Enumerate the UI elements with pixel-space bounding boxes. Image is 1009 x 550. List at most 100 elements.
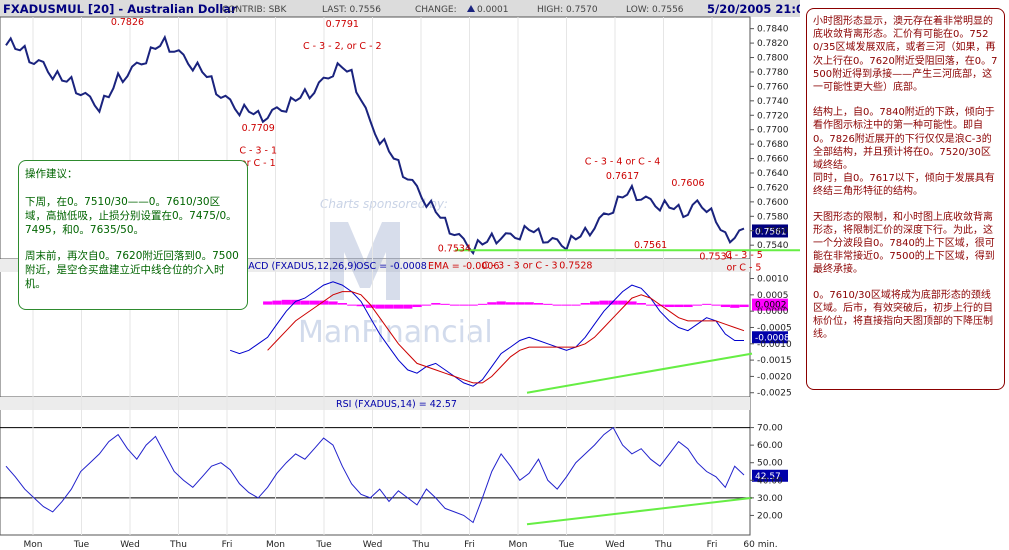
- price-tick-label: 0.7740: [757, 97, 789, 107]
- x-axis-label: Fri: [464, 540, 475, 550]
- x-axis-label: Tue: [315, 540, 332, 550]
- price-annotation: C - 3 - 2, or C - 2: [303, 41, 382, 52]
- macd-title: MACD (FXADUS,12,26,9): [240, 261, 357, 272]
- x-axis-label: Thu: [169, 540, 187, 550]
- macd-value-badge: [752, 331, 788, 344]
- price-annotation: 0.7709: [242, 123, 275, 134]
- macd-histogram-bar: [309, 300, 319, 305]
- header-high: HIGH: 0.7570: [537, 5, 598, 15]
- price-annotation: 0.7528: [559, 260, 592, 271]
- rsi-tick-label: 30.00: [757, 494, 783, 504]
- x-axis-label: Mon: [24, 540, 43, 550]
- price-tick-label: 0.7800: [757, 54, 789, 64]
- macd-histogram-bar: [646, 304, 656, 306]
- analysis-paragraph-1: 小时图形态显示，澳元存在着非常明显的底收敛背离形态。汇价有可能在0。7520/3…: [813, 16, 998, 94]
- macd-histogram-bar: [291, 299, 301, 305]
- macd-histogram-bar: [477, 303, 488, 305]
- advice-paragraph-1: 下周，在0。7510/30——0。7610/30区域，高抛低吸，止损分别设置在0…: [25, 196, 237, 236]
- macd-histogram-bar: [421, 304, 432, 306]
- macd-histogram-bar: [263, 301, 273, 305]
- macd-histogram-bar: [730, 304, 740, 308]
- advice-title: 操作建议：: [25, 168, 78, 180]
- macd-histogram-bar: [608, 300, 618, 305]
- header-change-label: CHANGE:: [415, 5, 457, 15]
- price-tick-label: 0.7820: [757, 39, 789, 49]
- header-low: LOW: 0.7556: [626, 5, 684, 15]
- header-bar: [0, 0, 800, 17]
- price-tick-label: 0.7700: [757, 126, 789, 136]
- macd-histogram-bar: [599, 300, 609, 305]
- macd-histogram-bar: [720, 304, 731, 308]
- macd-histogram-bar: [515, 302, 525, 305]
- price-last-value: 0.7561: [755, 227, 787, 237]
- rsi-value-badge: [752, 469, 788, 482]
- analysis-box: 小时图形态显示，澳元存在着非常明显的底收敛背离形态。汇价有可能在0。7520/3…: [806, 8, 1005, 390]
- macd-tick-label: 0.0005: [757, 291, 789, 301]
- x-axis-label: Wed: [605, 540, 625, 550]
- macd-histogram-bar: [375, 304, 385, 309]
- price-annotation: 0.7826: [111, 17, 144, 28]
- watermark-logo-icon: [330, 222, 400, 300]
- macd-osc-label: OSC = -0.0008: [356, 261, 427, 272]
- price-tick-label: 0.7580: [757, 212, 789, 222]
- x-axis-label: Mon: [509, 540, 528, 550]
- macd-divergence-trendline: [526, 352, 753, 394]
- macd-histogram-bar: [543, 303, 553, 305]
- macd-series: 0.0002 -0.0008: [230, 281, 790, 387]
- header-contrib: CONTRIB: SBK: [222, 5, 287, 15]
- macd-histogram-bar: [636, 303, 646, 305]
- trend-lines: [455, 249, 800, 526]
- price-tick-label: 0.7720: [757, 111, 789, 121]
- rsi-panel-frame: [0, 396, 751, 536]
- macd-histogram-bar: [300, 300, 310, 305]
- price-annotation: 0.7534: [699, 252, 732, 263]
- macd-tick-label: -0.0015: [757, 356, 792, 366]
- advice-paragraph-2: 周末前，再次自0。7620附近回落到0。7500附近，是空仓买盘建立近中线仓位的…: [25, 250, 239, 290]
- analysis-paragraph-2: 结构上，自0。7840附近的下跌，倾向于看作图示标注中的第一种可能性。即自0。7…: [813, 107, 995, 172]
- price-annotation: C - 3 - 1: [239, 146, 277, 157]
- x-axis-label: Wed: [120, 540, 140, 550]
- rsi-tick-label: 50.00: [757, 459, 783, 469]
- macd-histogram-bar: [524, 302, 534, 305]
- macd-histogram-bar: [337, 303, 348, 305]
- x-axis-label: 60 min.: [743, 540, 777, 550]
- macd-histogram-bar: [664, 304, 674, 308]
- macd-histogram-bar: [440, 303, 450, 305]
- macd-ema-label: EMA = -0.0006: [428, 261, 499, 272]
- macd-line: [230, 281, 744, 387]
- macd-tick-label: -0.0005: [757, 323, 792, 333]
- price-tick-label: 0.7540: [757, 241, 789, 251]
- analysis-paragraph-3: 同时，自0。7617以下，倾向于发展具有终结三角形特征的结构。: [813, 173, 995, 198]
- rsi-tick-label: 60.00: [757, 441, 783, 451]
- watermark-sponsor-text: Charts sponsored by:: [320, 197, 448, 211]
- price-annotation: 0.7606: [671, 178, 704, 189]
- macd-histogram-bar: [384, 304, 394, 309]
- macd-tick-label: 0.0010: [757, 275, 789, 285]
- price-annotation: C - 3 - 5: [725, 250, 763, 261]
- arrow-up-icon: [467, 5, 475, 12]
- x-axis-label: Thu: [654, 540, 672, 550]
- macd-histogram-bar: [459, 304, 469, 306]
- macd-histogram-bar: [393, 304, 404, 309]
- price-annotation: 0.7561: [634, 240, 667, 251]
- macd-histogram-bar: [496, 301, 506, 305]
- macd-histogram-bar: [533, 303, 544, 305]
- macd-histogram-bar: [739, 304, 749, 308]
- price-annotation: 0.7617: [606, 171, 639, 182]
- price-annotation: C - 3 - 4 or C - 4: [585, 156, 661, 167]
- price-annotations: 0.7826 0.7791 C - 3 - 2, or C - 2 0.7709 C -…: [111, 17, 763, 273]
- macd-histogram-bar: [328, 301, 338, 305]
- macd-histogram-bar: [356, 304, 366, 307]
- macd-histogram-bar: [505, 302, 516, 305]
- price-tick-label: 0.7560: [757, 227, 789, 237]
- header-symbol: FXADUSMUL [20] - Australian Dollar: [3, 2, 237, 16]
- macd-tick-label: -0.0010: [757, 340, 792, 350]
- macd-histogram-bar: [281, 299, 291, 305]
- macd-histogram-bar: [319, 300, 329, 305]
- macd-histogram-bar: [449, 304, 460, 306]
- macd-histogram-bar: [487, 302, 497, 305]
- rsi-value: 42.57: [755, 472, 781, 482]
- price-line: [5, 34, 745, 256]
- x-axis-label: Fri: [222, 540, 233, 550]
- header-change-value: 0.0001: [477, 5, 509, 15]
